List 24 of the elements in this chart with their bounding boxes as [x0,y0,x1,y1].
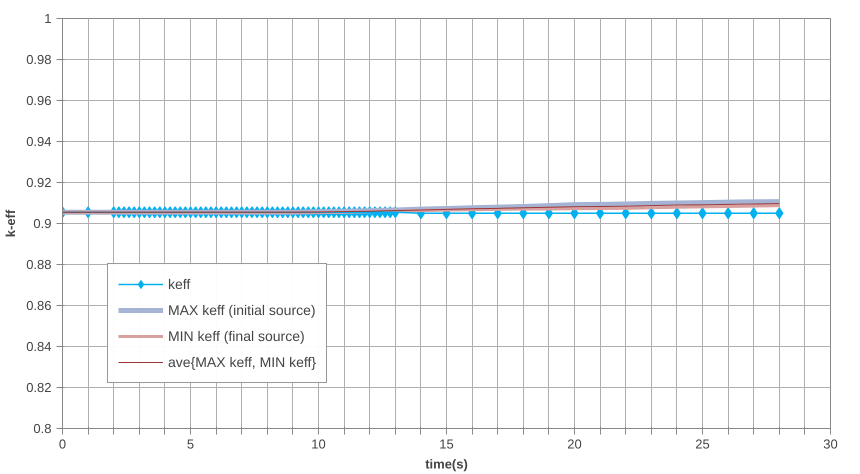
y-tick-label: 0.92 [26,175,52,190]
y-tick-label: 0.98 [26,52,52,67]
legend-label: keff [168,276,190,292]
x-tick-label: 20 [567,436,582,452]
x-axis-title: time(s) [425,456,468,472]
x-tick-label: 5 [186,436,194,452]
y-axis-title: k-eff [3,209,18,238]
legend-label: ave{MAX keff, MIN keff} [168,354,316,370]
y-tick-label: 1 [44,11,52,26]
y-tick-label: 0.88 [26,257,52,272]
x-tick-label: 10 [311,436,326,452]
legend-label: MIN keff (final source) [168,328,305,344]
y-tick-label: 0.86 [26,298,52,313]
y-tick-label: 0.84 [26,339,52,354]
x-tick-label: 25 [695,436,710,452]
y-tick-label: 0.9 [33,216,52,231]
y-tick-label: 0.96 [26,93,52,108]
y-tick-label: 0.82 [26,380,52,395]
legend-label: MAX keff (initial source) [168,302,316,318]
y-tick-label: 0.8 [33,421,52,436]
x-tick-label: 0 [58,436,66,452]
x-tick-label: 30 [823,436,838,452]
y-tick-label: 0.94 [26,134,52,149]
x-tick-label: 15 [439,436,454,452]
